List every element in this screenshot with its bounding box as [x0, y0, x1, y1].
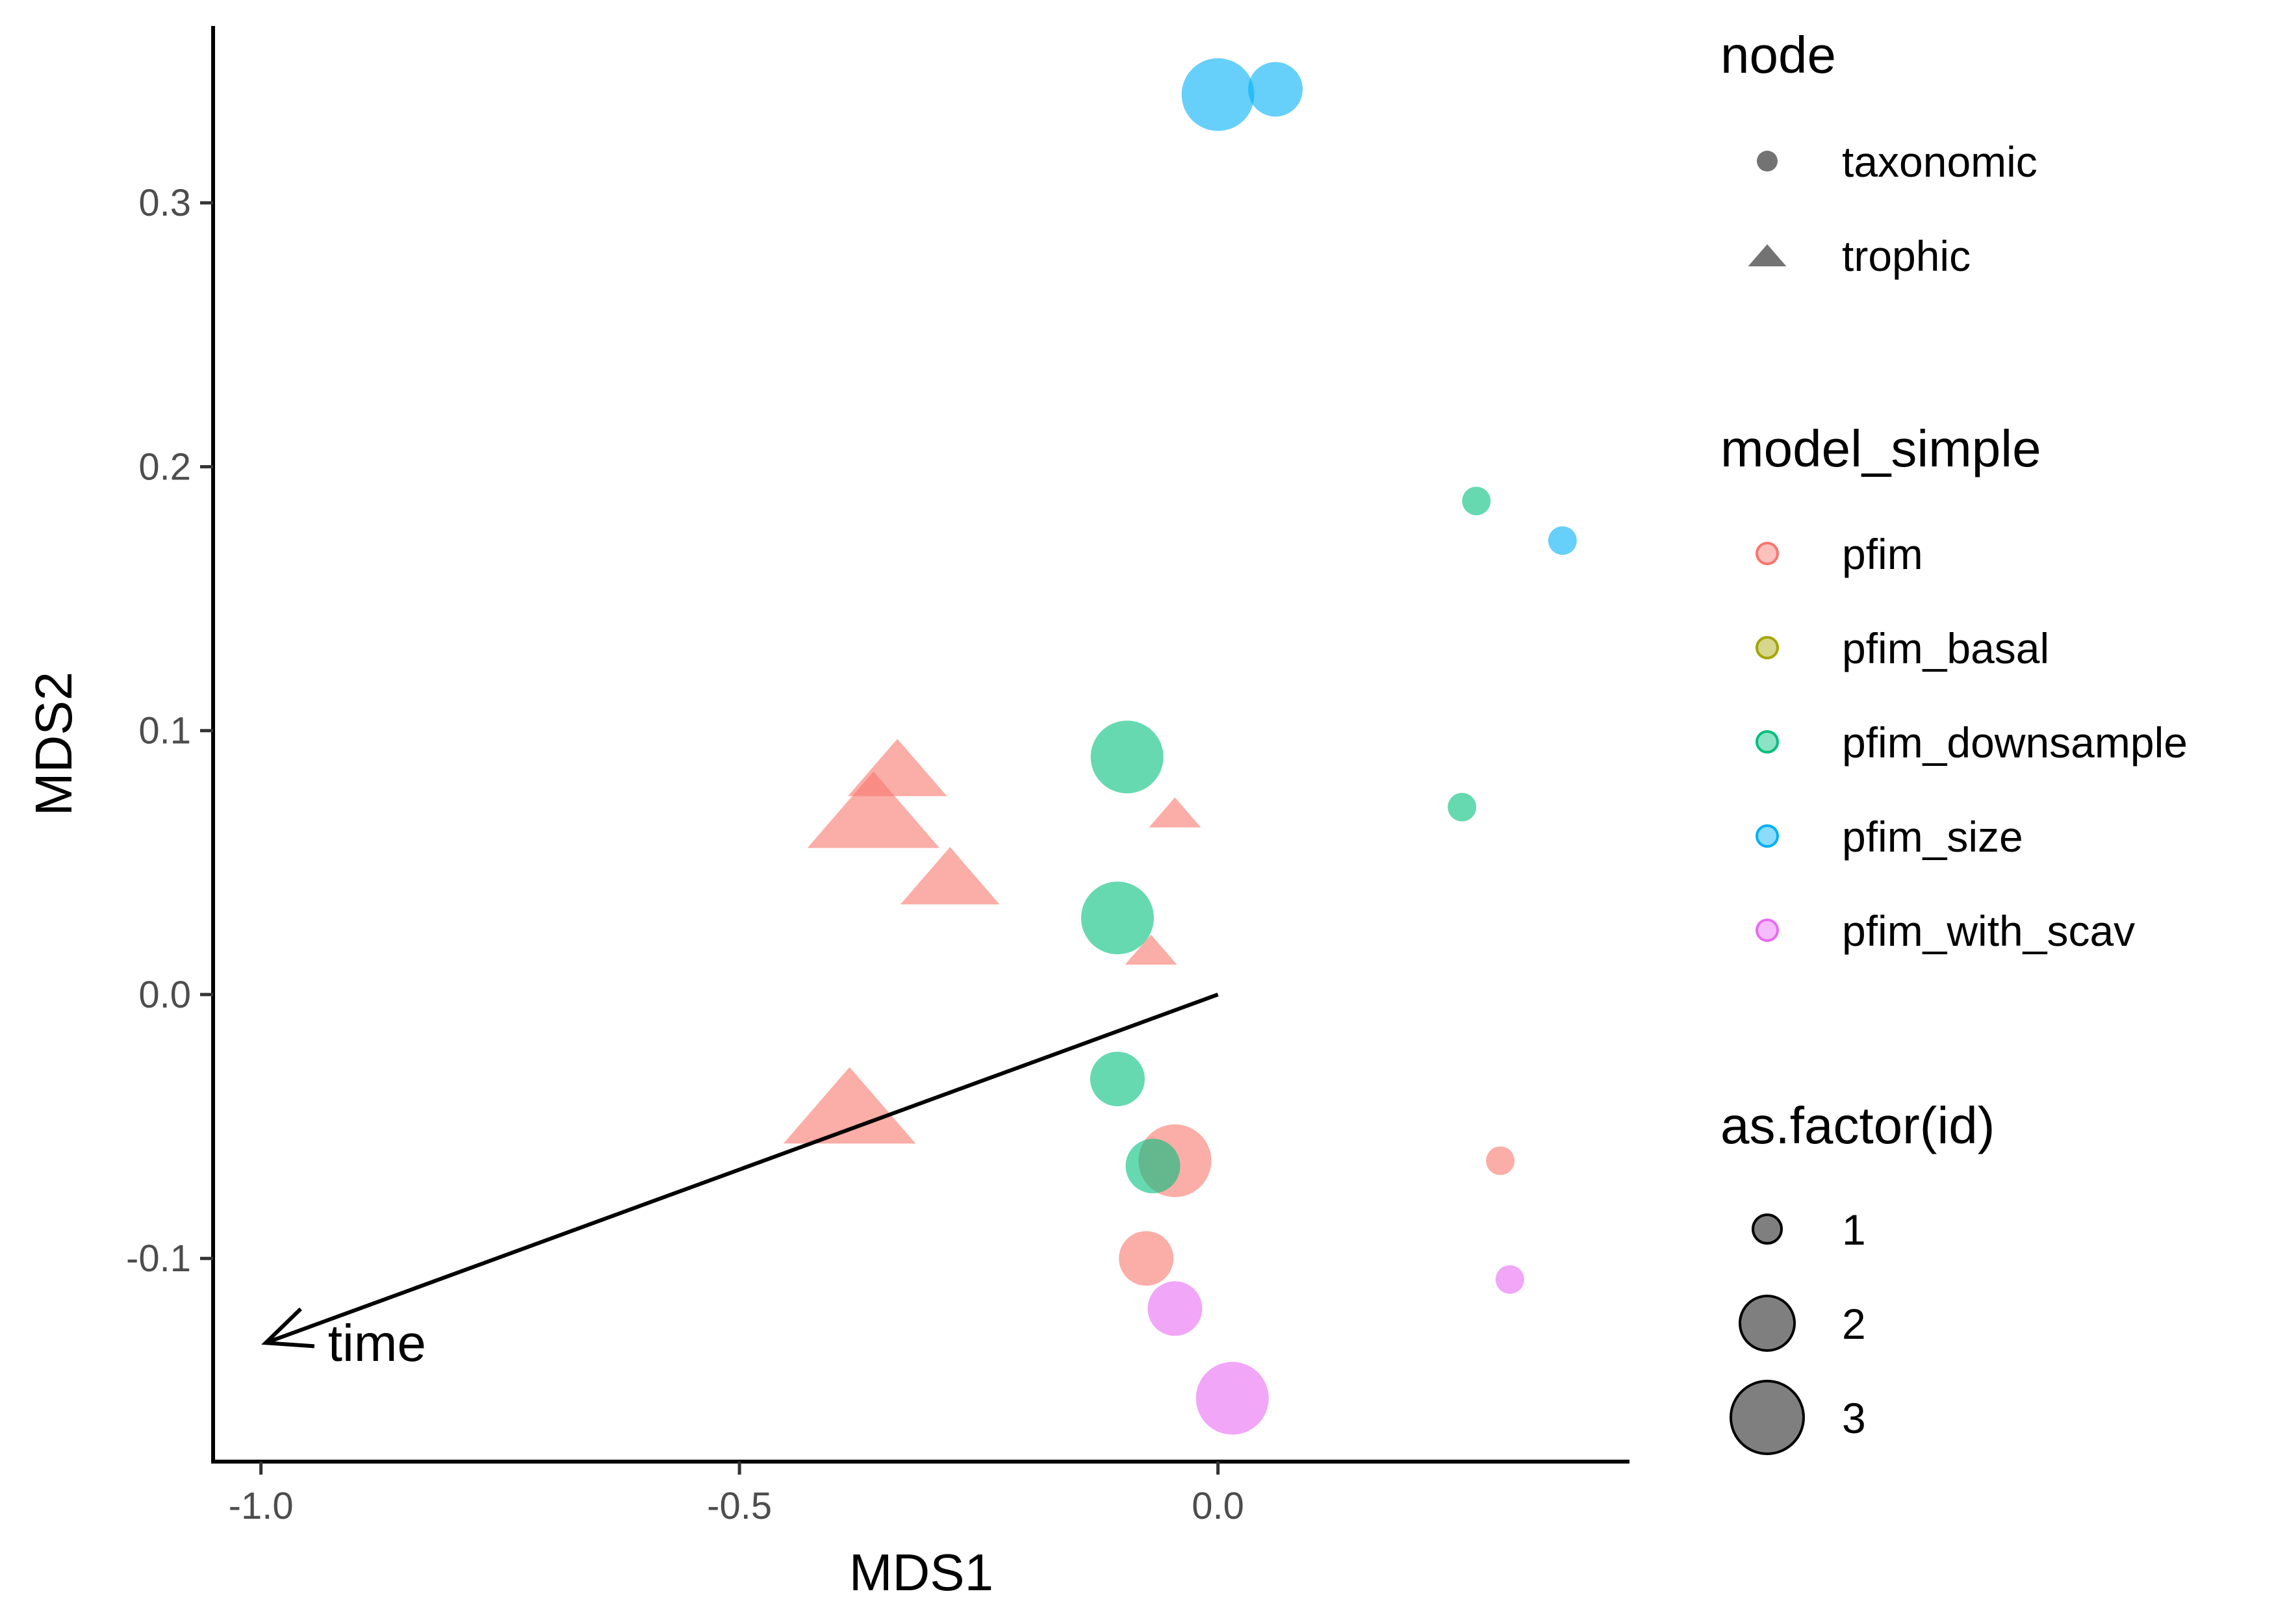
time-annotation-label: time — [328, 1314, 426, 1372]
data-point-circle — [1548, 526, 1577, 555]
legend-key-size — [1752, 1213, 1783, 1245]
data-point-circle — [1080, 882, 1154, 955]
legend-label: pfim_basal — [1842, 624, 2049, 672]
y-axis-ticks: -0.1 0.0 0.1 0.2 0.3 — [126, 182, 213, 1280]
data-point-triangle — [807, 771, 940, 848]
data-point-circle — [1147, 1281, 1203, 1336]
y-tick-label: -0.1 — [126, 1237, 191, 1280]
data-point-circle — [1181, 58, 1255, 131]
data-point-circle — [1090, 1051, 1145, 1106]
x-axis-title: MDS1 — [849, 1543, 993, 1601]
legend-key-circle — [1757, 151, 1778, 171]
data-point-circle — [1462, 487, 1491, 516]
legend-label: 1 — [1842, 1206, 1866, 1254]
data-point-circle — [1125, 1139, 1181, 1193]
x-tick-label: -0.5 — [707, 1485, 772, 1527]
time-arrow-head — [261, 1307, 315, 1349]
data-point-circle — [1248, 62, 1303, 117]
legend-label: pfim_downsample — [1842, 718, 2188, 767]
legend-id-size: as.factor(id) 1 2 3 — [1720, 1097, 1995, 1455]
x-tick-label: -1.0 — [229, 1485, 294, 1527]
legend-key-color — [1756, 919, 1779, 942]
legend-label: pfim_size — [1842, 813, 2023, 861]
data-points — [783, 58, 1577, 1435]
legend-key-size — [1730, 1380, 1805, 1455]
data-point-circle — [1495, 1265, 1524, 1294]
y-tick-label: 0.2 — [138, 446, 191, 488]
legend-title: model_simple — [1720, 420, 2041, 477]
y-tick-label: 0.0 — [138, 974, 191, 1016]
legend-label: pfim_with_scav — [1842, 907, 2135, 955]
legend-key-color — [1756, 542, 1779, 565]
legend-title: node — [1720, 26, 1836, 84]
data-point-circle — [1486, 1146, 1515, 1175]
y-axis-title: MDS2 — [25, 672, 83, 816]
legend-key-size — [1739, 1295, 1796, 1352]
legend-key-color — [1756, 636, 1779, 659]
annotations: time — [261, 993, 1219, 1372]
data-point-circle — [1119, 1231, 1174, 1286]
data-point-triangle — [1149, 797, 1201, 828]
data-point-circle — [1195, 1362, 1269, 1435]
y-tick-label: 0.1 — [138, 710, 191, 752]
legend-key-triangle — [1748, 244, 1787, 267]
x-tick-label: 0.0 — [1192, 1485, 1244, 1527]
time-arrow-line — [264, 993, 1219, 1345]
legend-key-color — [1756, 730, 1779, 754]
x-axis-ticks: -1.0 -0.5 0.0 — [229, 1462, 1244, 1527]
data-point-circle — [1090, 720, 1164, 794]
legend-key-color — [1756, 824, 1779, 848]
legend-label: 2 — [1842, 1300, 1866, 1348]
data-point-triangle — [1125, 934, 1177, 965]
data-point-triangle — [900, 847, 1000, 905]
legend-label: 3 — [1842, 1394, 1866, 1442]
legend-title: as.factor(id) — [1720, 1097, 1995, 1154]
data-point-circle — [1448, 793, 1477, 822]
data-point-triangle — [783, 1067, 916, 1144]
y-tick-label: 0.3 — [138, 182, 191, 224]
legend-node: node taxonomic trophic — [1720, 26, 2038, 280]
legend-label: trophic — [1842, 232, 1971, 280]
legend-label: pfim — [1842, 530, 1923, 578]
legend-label: taxonomic — [1842, 138, 2038, 186]
